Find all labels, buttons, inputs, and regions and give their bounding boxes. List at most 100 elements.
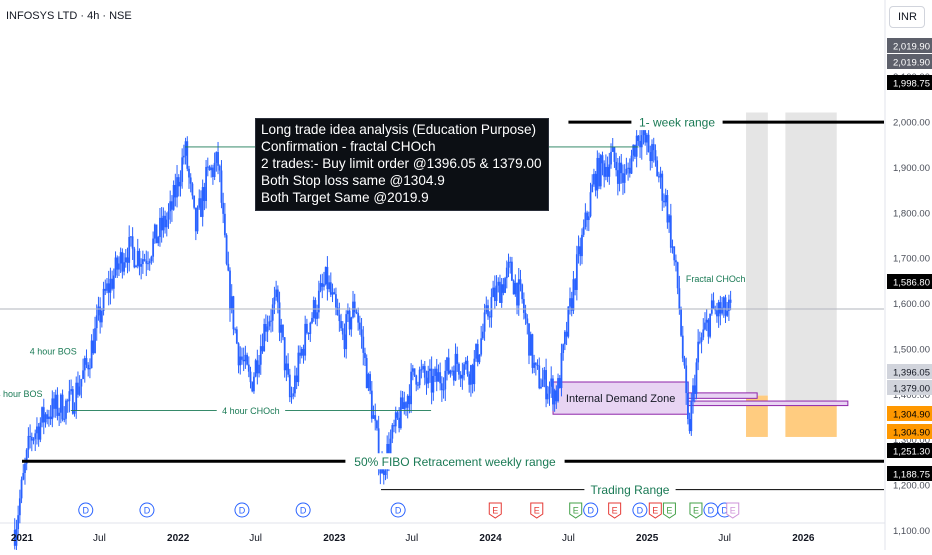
candle-body: [285, 363, 288, 371]
candle-body: [437, 372, 440, 382]
candle-body: [707, 319, 710, 337]
candle-body: [719, 302, 722, 314]
candle-body: [263, 323, 266, 352]
stop-projection: [785, 403, 837, 437]
candle-body: [83, 358, 86, 371]
candle-body: [297, 352, 300, 383]
earnings-icon: [488, 502, 502, 519]
candle-body: [365, 358, 368, 389]
candle-body: [237, 343, 240, 366]
candle-body: [376, 420, 378, 429]
candle-body: [232, 296, 235, 330]
candle-body: [229, 270, 231, 310]
candle-body: [601, 155, 604, 164]
candle-body: [66, 400, 69, 402]
price-label-bg: [887, 466, 932, 481]
event-letter: D: [239, 506, 246, 516]
candle-body: [594, 173, 597, 191]
candle-body: [663, 200, 665, 203]
candle-body: [635, 135, 638, 157]
candle-body: [172, 184, 175, 210]
earnings-icon: [530, 502, 544, 519]
candle-body: [700, 337, 703, 342]
candle-body: [299, 352, 301, 356]
candle-body: [326, 266, 329, 290]
trade-note-box[interactable]: Long trade idea analysis (Education Purp…: [255, 118, 549, 211]
symbol-title: INFOSYS LTD · 4h · NSE: [6, 10, 132, 22]
candle-body: [505, 267, 508, 279]
candle-body: [258, 364, 260, 374]
price-label-bg: [887, 274, 932, 289]
event-letter: E: [492, 506, 498, 516]
price-label-bg: [887, 54, 932, 69]
candle-body: [449, 370, 452, 374]
dividend-icon: [139, 502, 155, 518]
candle-body: [51, 398, 54, 420]
candle-body: [39, 422, 42, 440]
candle-body: [493, 287, 496, 301]
event-letter: D: [144, 506, 151, 516]
candle-body: [710, 300, 713, 314]
candle-body: [22, 472, 25, 480]
candle-body: [95, 315, 98, 329]
candle-body: [497, 281, 500, 286]
candle-body: [728, 299, 730, 311]
candle-body: [637, 135, 640, 141]
candle-body: [254, 360, 257, 377]
candle-body: [490, 297, 493, 318]
candle-body: [683, 358, 686, 366]
candle-body: [374, 415, 377, 421]
candle-body: [526, 318, 529, 324]
candle-body: [102, 288, 105, 311]
candle-body: [680, 309, 682, 336]
candle-body: [176, 177, 178, 198]
candle-body: [162, 215, 165, 231]
candle-body: [188, 168, 190, 178]
candle-body: [220, 170, 223, 203]
price-label-bg: [887, 38, 932, 53]
level-label: 50% FIBO Retracement weekly range: [354, 455, 556, 469]
candle-body: [203, 187, 206, 202]
candle-body: [112, 275, 115, 289]
candle-body: [399, 397, 402, 429]
candle-body: [307, 332, 310, 334]
candle-body: [210, 167, 213, 171]
candle-body: [502, 284, 505, 293]
candle-body: [546, 393, 549, 400]
entry-zone: [687, 400, 849, 407]
candle-body: [346, 310, 349, 315]
candle-body: [393, 425, 395, 427]
candle-body: [369, 374, 372, 391]
earnings-icon: [662, 502, 676, 519]
candle-body: [47, 416, 50, 419]
price-tick-label: 1,200.00: [893, 481, 930, 492]
candle-body: [596, 157, 599, 191]
candle-body: [294, 375, 296, 394]
currency-button[interactable]: INR: [889, 6, 925, 28]
candle-body: [138, 250, 141, 267]
candle-body: [360, 329, 363, 337]
candle-body: [171, 201, 173, 210]
candle-body: [165, 219, 168, 228]
candle-body: [283, 337, 286, 371]
candle-body: [128, 236, 131, 263]
candle-body: [669, 215, 672, 248]
candle-body: [410, 371, 413, 405]
candle-body: [434, 368, 436, 376]
candle-body: [124, 257, 127, 263]
candle-body: [184, 141, 187, 156]
price-label: 1,188.75: [893, 470, 930, 481]
candle-body: [444, 370, 447, 390]
candle-body: [362, 336, 365, 353]
candle-body: [42, 407, 45, 423]
candle-body: [644, 128, 647, 143]
candle-body: [413, 368, 416, 376]
candle-body: [492, 287, 495, 298]
candle-body: [65, 400, 67, 419]
target-projection: [785, 112, 837, 404]
candle-body: [87, 364, 90, 370]
structure-label: Fractal CHOch: [686, 274, 746, 284]
